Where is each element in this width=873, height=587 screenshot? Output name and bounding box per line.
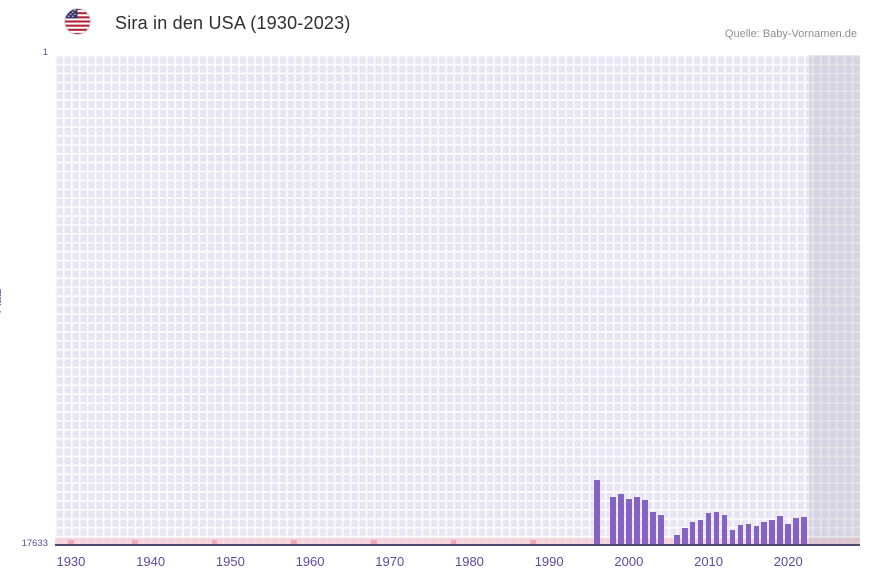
- x-axis-label-1980: 1980: [454, 554, 484, 569]
- rank-bar-2021[interactable]: [793, 517, 800, 545]
- no-rank-marker-1968[interactable]: [370, 540, 377, 545]
- no-rank-marker-1988[interactable]: [530, 540, 537, 545]
- recent-years-band: [808, 55, 860, 545]
- y-tick-max: 1: [42, 47, 48, 58]
- rank-bar-2018[interactable]: [769, 519, 776, 545]
- rank-bar-2014[interactable]: [737, 524, 744, 545]
- rank-bar-2007[interactable]: [681, 527, 688, 545]
- y-axis-title: Platz: [0, 288, 5, 314]
- rank-bar-2016[interactable]: [753, 526, 760, 545]
- x-axis-labels: 1930 1940 1950 1960 1970 1980 1990 2000 2010 2020: [55, 554, 860, 574]
- rank-bar-2001[interactable]: [633, 497, 640, 545]
- y-tick-min: 17633: [21, 538, 48, 549]
- rank-bar-2019[interactable]: [777, 516, 784, 545]
- x-axis-label-2000: 2000: [614, 554, 644, 569]
- rank-bar-1996[interactable]: [594, 479, 600, 545]
- rank-bar-2020[interactable]: [785, 524, 792, 545]
- no-rank-marker-1938[interactable]: [131, 540, 138, 545]
- rank-bar-1998[interactable]: [610, 497, 616, 545]
- rank-bar-1999[interactable]: [618, 494, 624, 545]
- rank-bar-2017[interactable]: [761, 522, 768, 545]
- no-rank-marker-1948[interactable]: [211, 540, 218, 545]
- rank-bar-2006[interactable]: [673, 534, 680, 545]
- rank-bar-2012[interactable]: [721, 514, 728, 545]
- rank-bar-2015[interactable]: [745, 524, 752, 545]
- x-axis-label-1950: 1950: [215, 554, 245, 569]
- chart-title: Sira in den USA (1930-2023): [115, 13, 351, 33]
- rank-bar-2008[interactable]: [689, 522, 696, 545]
- rank-bar-2022[interactable]: [801, 517, 808, 545]
- rank-bar-2004[interactable]: [657, 514, 664, 545]
- x-axis-label-2010: 2010: [694, 554, 724, 569]
- no-rank-marker-1930[interactable]: [68, 540, 74, 545]
- rank-bar-2002[interactable]: [641, 499, 648, 545]
- rank-bar-2013[interactable]: [729, 529, 736, 545]
- x-axis-line: [55, 544, 860, 546]
- source-credit: Quelle: Baby-Vornamen.de: [724, 28, 857, 40]
- rank-bar-2000[interactable]: [625, 499, 632, 545]
- rank-bar-2009[interactable]: [697, 519, 704, 545]
- rank-bar-2010[interactable]: [705, 512, 712, 545]
- x-axis-label-1990: 1990: [534, 554, 564, 569]
- baseline-band: [55, 538, 860, 545]
- us-flag-icon: [64, 8, 91, 35]
- rank-bar-2011[interactable]: [713, 512, 720, 545]
- x-axis-label-1970: 1970: [375, 554, 405, 569]
- x-axis-label-1960: 1960: [295, 554, 325, 569]
- x-axis-label-1930: 1930: [56, 554, 86, 569]
- rank-bar-2003[interactable]: [649, 512, 656, 545]
- plot-area: [55, 55, 860, 545]
- no-rank-marker-1958[interactable]: [291, 540, 297, 545]
- x-axis-label-2020: 2020: [773, 554, 803, 569]
- x-axis-label-1940: 1940: [136, 554, 166, 569]
- no-rank-marker-1978[interactable]: [450, 540, 457, 545]
